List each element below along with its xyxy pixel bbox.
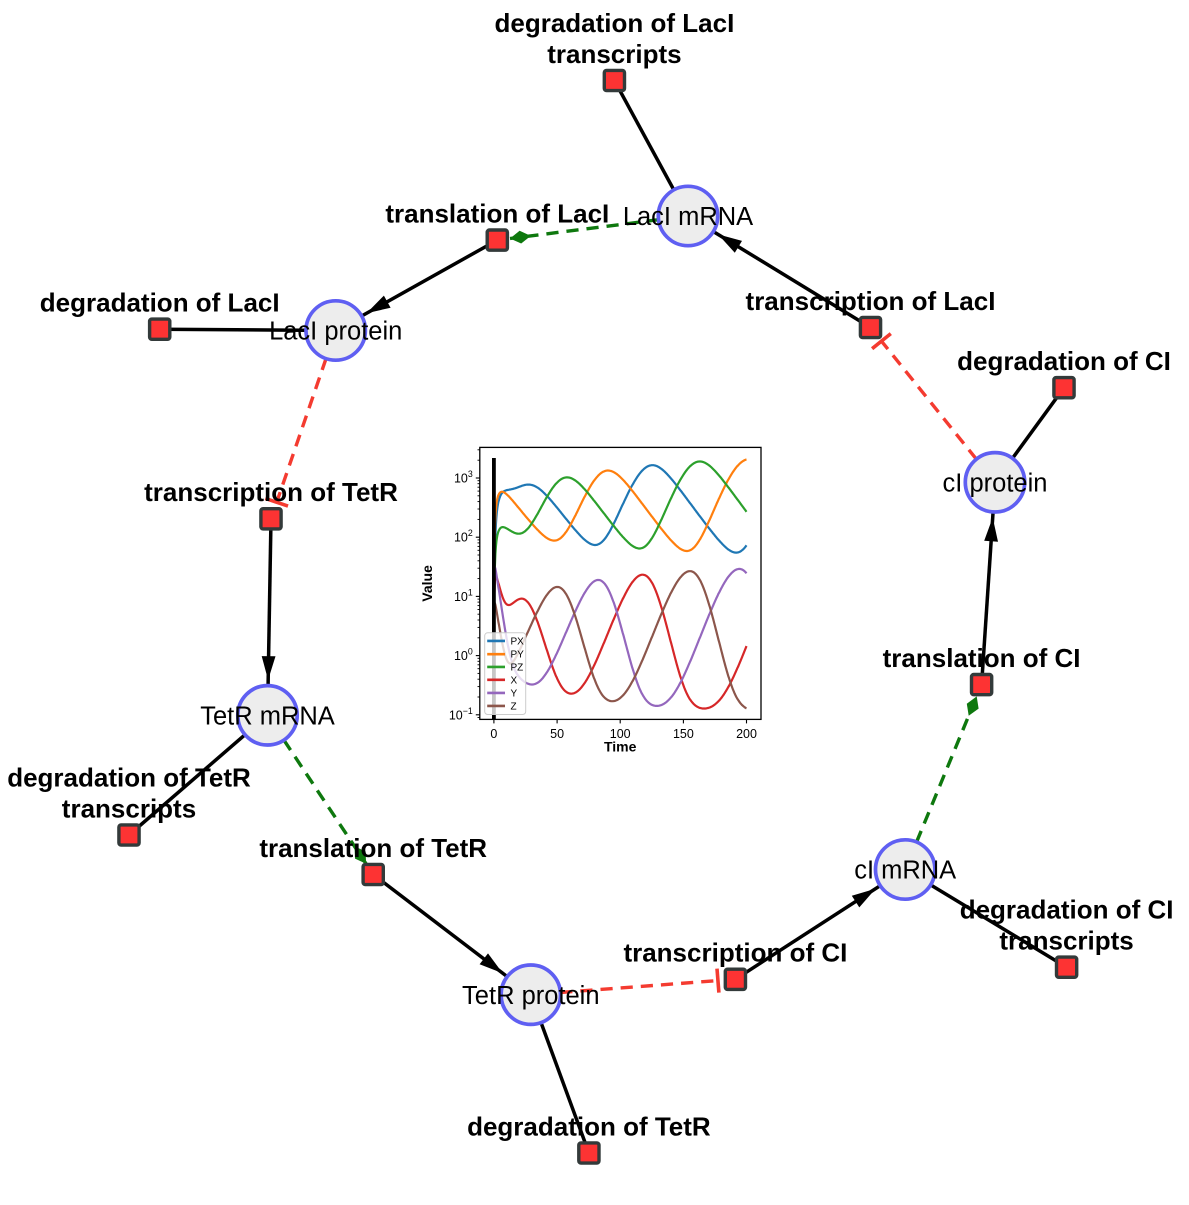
svg-text:transcripts: transcripts: [62, 793, 196, 823]
svg-text:translation of LacI: translation of LacI: [385, 198, 609, 228]
svg-text:LacI protein: LacI protein: [269, 318, 402, 346]
svg-text:transcription of TetR: transcription of TetR: [144, 477, 398, 507]
svg-text:X: X: [511, 675, 518, 686]
svg-text:PZ: PZ: [511, 662, 524, 673]
svg-text:Y: Y: [511, 688, 518, 699]
svg-text:50: 50: [550, 727, 564, 741]
svg-text:100: 100: [610, 727, 631, 741]
svg-text:cI protein: cI protein: [943, 470, 1048, 498]
svg-text:0: 0: [490, 727, 497, 741]
svg-text:cI mRNA: cI mRNA: [854, 857, 956, 885]
svg-text:150: 150: [673, 727, 694, 741]
svg-text:transcripts: transcripts: [547, 39, 681, 69]
svg-text:Z: Z: [511, 701, 517, 712]
svg-text:Time: Time: [604, 738, 637, 754]
svg-text:Value: Value: [419, 565, 435, 602]
svg-text:degradation of TetR: degradation of TetR: [467, 1111, 711, 1141]
svg-text:degradation of CI: degradation of CI: [957, 346, 1171, 376]
svg-text:degradation of LacI: degradation of LacI: [494, 8, 734, 38]
svg-text:translation of CI: translation of CI: [883, 643, 1081, 673]
svg-text:transcription of CI: transcription of CI: [623, 938, 847, 968]
svg-text:PX: PX: [511, 636, 525, 647]
svg-text:TetR protein: TetR protein: [462, 982, 600, 1010]
svg-text:PY: PY: [511, 650, 525, 661]
svg-text:200: 200: [736, 727, 757, 741]
svg-text:TetR mRNA: TetR mRNA: [200, 703, 335, 731]
svg-text:LacI mRNA: LacI mRNA: [623, 203, 753, 231]
svg-text:degradation of LacI: degradation of LacI: [40, 288, 280, 318]
svg-text:transcripts: transcripts: [999, 926, 1133, 956]
svg-text:degradation of CI: degradation of CI: [960, 895, 1174, 925]
svg-text:translation of TetR: translation of TetR: [259, 833, 487, 863]
svg-text:transcription of LacI: transcription of LacI: [746, 286, 996, 316]
svg-text:degradation of TetR: degradation of TetR: [7, 762, 251, 792]
